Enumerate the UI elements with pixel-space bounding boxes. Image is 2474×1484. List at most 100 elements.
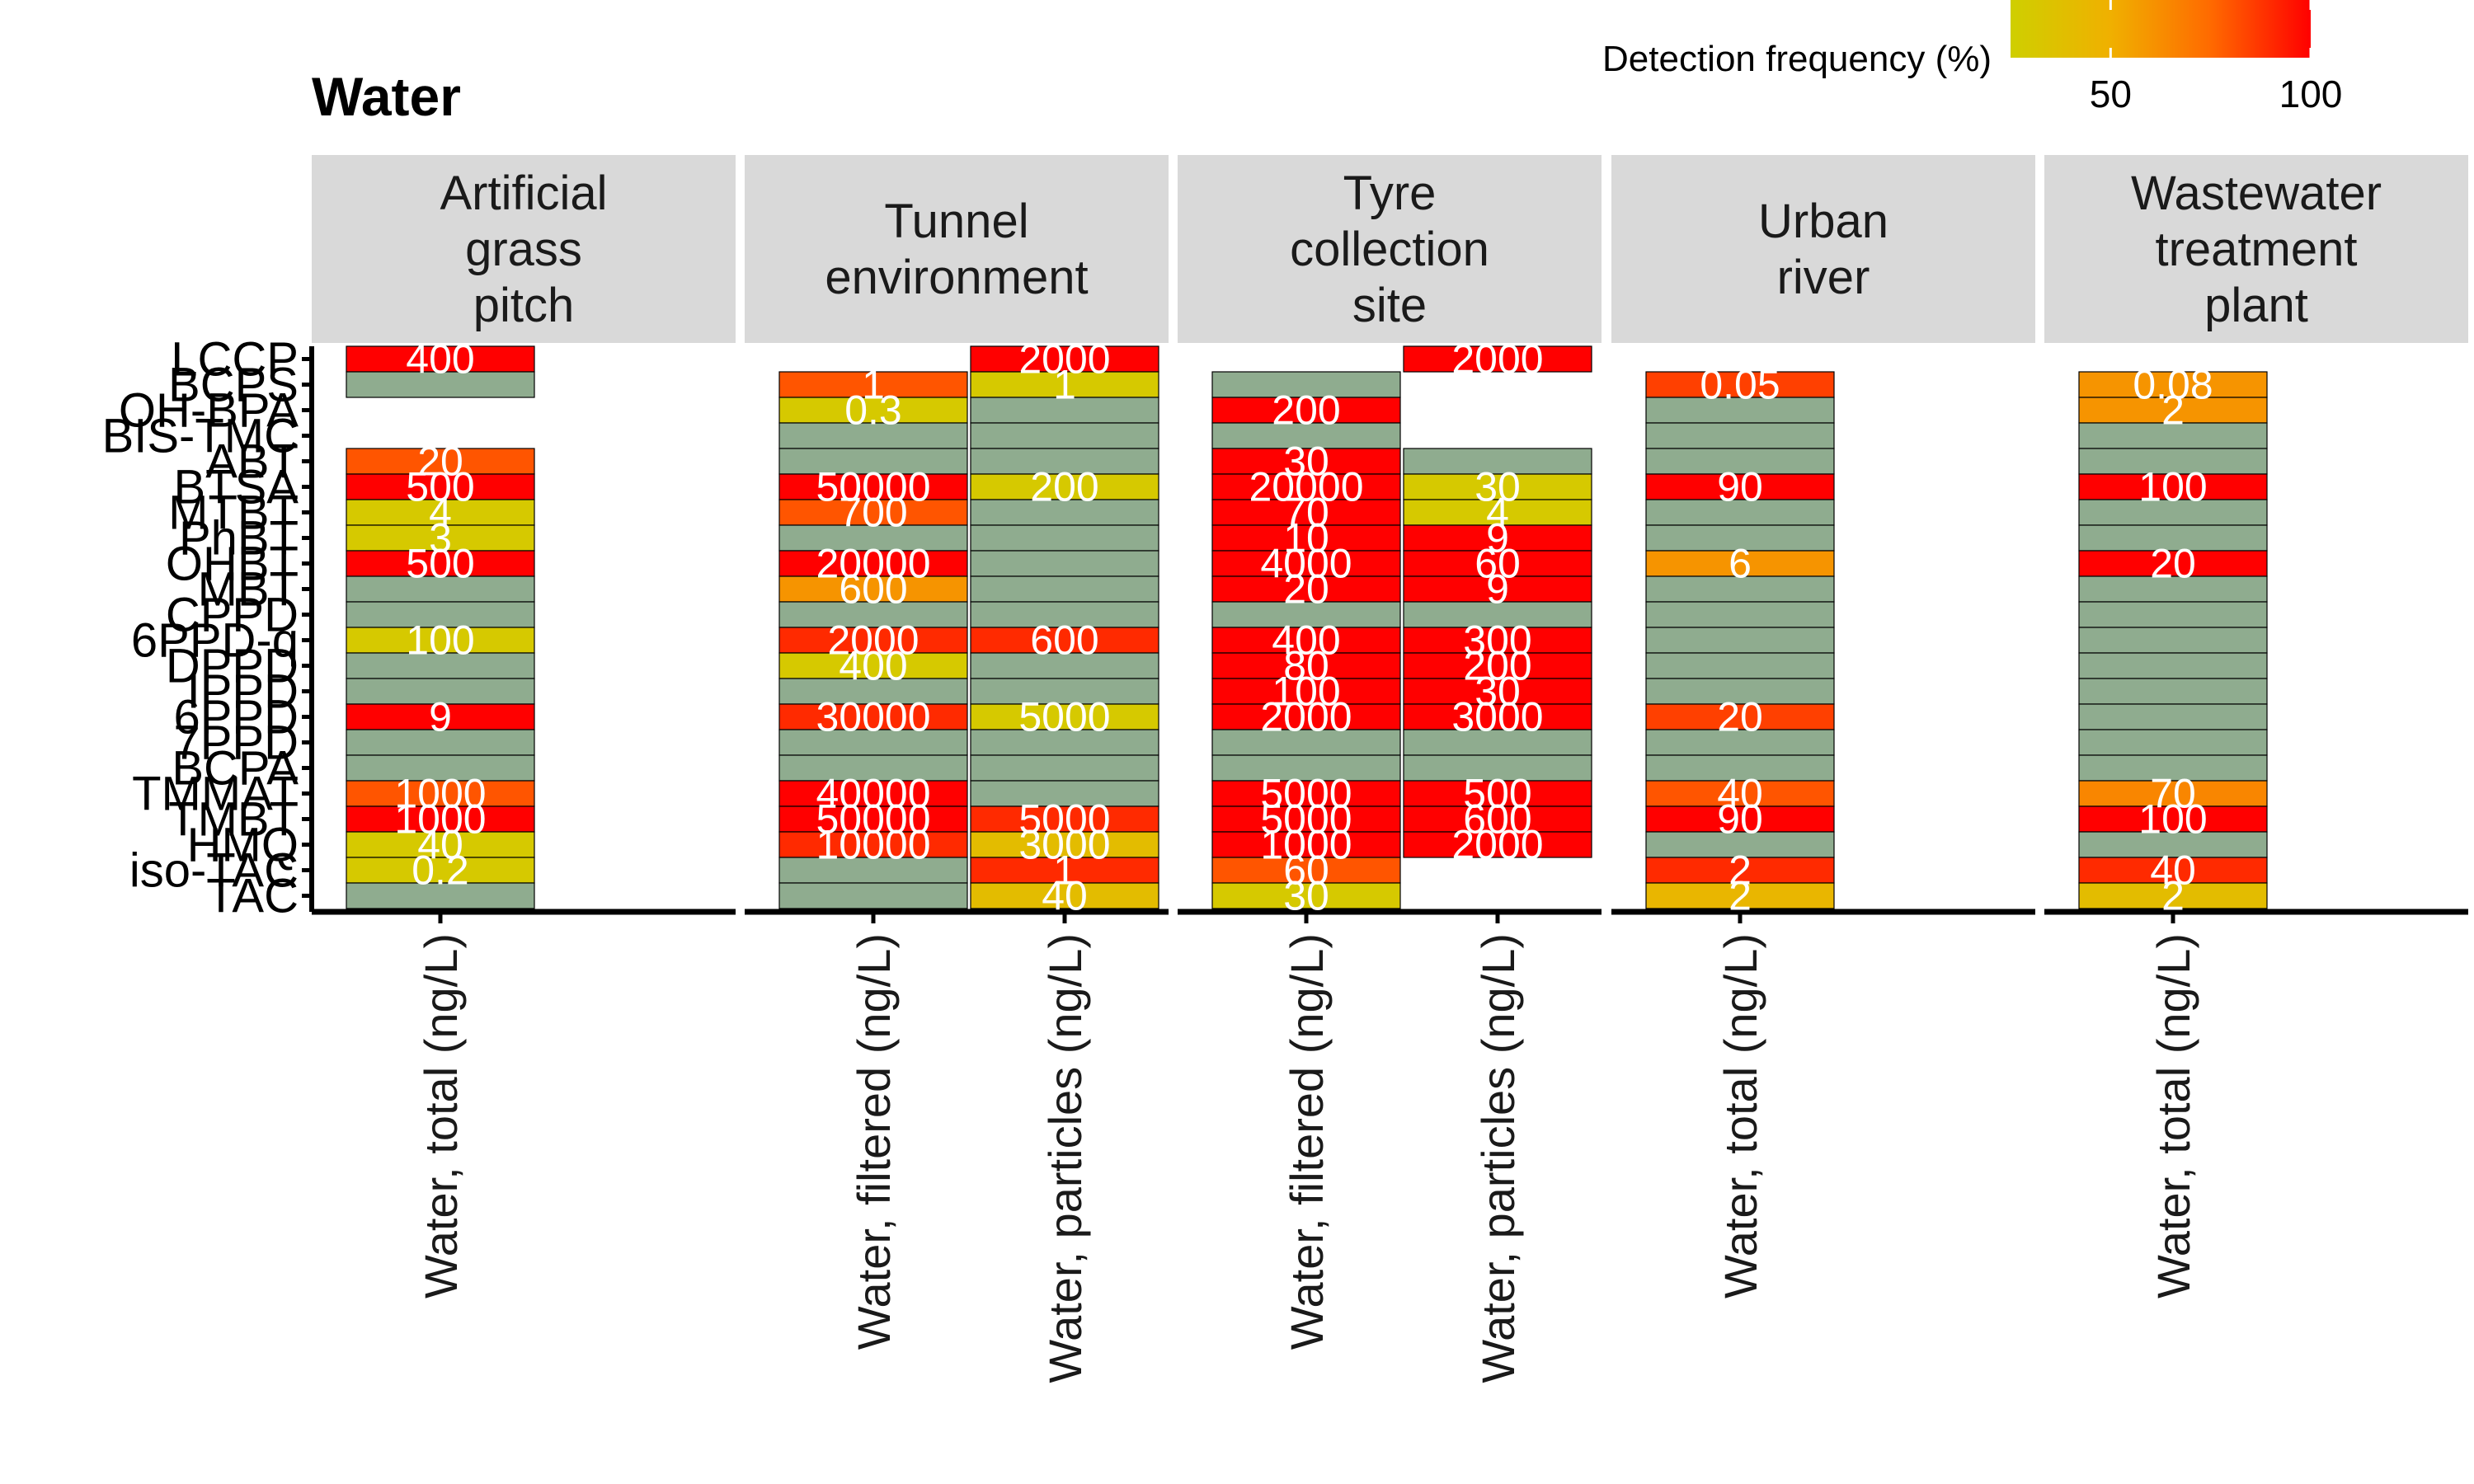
cell-value-label: 400	[839, 643, 907, 689]
heatmap-cell-mbt	[2078, 575, 2268, 603]
heatmap-cell-cppd	[2078, 601, 2268, 628]
heatmap-cell-btsa	[1211, 473, 1401, 500]
legend-title: Detection frequency (%)	[1602, 39, 1992, 79]
facet-label: Artificial grass pitch	[440, 167, 607, 332]
heatmap-cell-ohbt	[778, 550, 968, 577]
heatmap-cell-tmbt	[346, 805, 535, 833]
cell-value-label: 500	[1463, 771, 1531, 817]
x-tick-label: Water, particles (ng/L)	[1039, 933, 1091, 1383]
heatmap-cell-ippd	[970, 678, 1159, 705]
cell-value-label: 70	[1283, 490, 1329, 536]
heatmap-cell-bcps	[970, 371, 1159, 398]
cell-value-label: 9	[429, 694, 452, 740]
heatmap-cell-6ppd-q	[1211, 627, 1401, 654]
y-tick-label-ohbt: OHBT	[166, 538, 299, 591]
cell-value-label: 30000	[816, 694, 930, 740]
cell-value-label: 30	[1475, 669, 1521, 715]
cell-value-label: 3	[429, 515, 452, 561]
cell-value-label: 20	[417, 439, 463, 485]
heatmap-cell-oh-bpa	[1645, 397, 1835, 424]
heatmap-cell-btsa	[970, 473, 1159, 500]
x-tick-label: Water, total (ng/L)	[1714, 933, 1766, 1298]
y-tick-label-tmmat: TMMAT	[132, 768, 299, 821]
heatmap-cell-hmq	[778, 831, 968, 858]
heatmap-cell-bcpa	[1211, 754, 1401, 782]
cell-value-label: 5000	[1260, 796, 1352, 843]
cell-value-label: 50000	[816, 796, 930, 843]
cell-value-label: 20	[2150, 541, 2196, 587]
cell-value-label: 1000	[394, 771, 486, 817]
heatmap-cell-bis-tmc	[778, 422, 968, 449]
heatmap-cell-abt	[1211, 448, 1401, 475]
heatmap-cell-mtbt	[1645, 499, 1835, 526]
cell-value-label: 70	[2150, 771, 2196, 817]
heatmap-cell-cppd	[1403, 601, 1592, 628]
y-tick-label-tmbt: TMBT	[168, 793, 299, 847]
cell-value-label: 0.05	[1700, 362, 1780, 408]
heatmap-cell-6ppd-q	[1645, 627, 1835, 654]
y-tick-label-bcpa: BCPA	[172, 742, 299, 796]
heatmap-cell-ohbt	[1403, 550, 1592, 577]
cell-value-label: 2000	[1451, 336, 1543, 383]
heatmap-cell-bcps	[778, 371, 968, 398]
y-tick-label-7ppd: 7PPD	[173, 716, 299, 770]
cell-value-label: 500	[406, 541, 474, 587]
cell-value-label: 4000	[1260, 541, 1352, 587]
y-tick-label-6ppd-q: 6PPD-q	[131, 614, 299, 668]
heatmap-cell-hmq	[1645, 831, 1835, 858]
y-tick-label-bcps: BCPS	[168, 359, 299, 412]
cell-value-label: 500	[406, 464, 474, 510]
facet-strip-wastewater-treatment-plant	[2044, 155, 2468, 343]
heatmap-cell-mtbt	[1211, 499, 1401, 526]
heatmap-cell-ippd	[778, 678, 968, 705]
heatmap-cell-ippd	[2078, 678, 2268, 705]
y-tick-label-phbt: PhBT	[179, 512, 299, 566]
cell-value-label: 30	[1475, 464, 1521, 510]
cell-value-label: 600	[1463, 796, 1531, 843]
cell-value-label: 0.08	[2133, 362, 2213, 408]
heatmap-cell-tmbt	[1211, 805, 1401, 833]
heatmap-cell-btsa	[1645, 473, 1835, 500]
legend-tick-label: 50	[2090, 73, 2132, 115]
cell-value-label: 2000	[827, 618, 919, 664]
heatmap-cell-ohbt	[2078, 550, 2268, 577]
cell-value-label: 30	[1283, 439, 1329, 485]
heatmap-cell-phbt	[970, 524, 1159, 552]
facet-strip-artificial-grass-pitch	[312, 155, 736, 343]
facet-label: Wastewater treatment plant	[2131, 167, 2382, 332]
cell-value-label: 200	[1463, 643, 1531, 689]
heatmap-cell-hmq	[1211, 831, 1401, 858]
cell-value-label: 60	[1283, 848, 1329, 894]
cell-value-label: 100	[2138, 464, 2207, 510]
heatmap-cell-abt	[1645, 448, 1835, 475]
heatmap-cell-oh-bpa	[2078, 397, 2268, 424]
heatmap-cell-tac	[346, 882, 535, 909]
heatmap-cell-ohbt	[1645, 550, 1835, 577]
heatmap-cell-mbt	[1403, 575, 1592, 603]
cell-value-label: 40	[1717, 771, 1763, 817]
cell-value-label: 2	[2161, 387, 2185, 434]
heatmap-cell-iso-tac	[1211, 857, 1401, 884]
heatmap-cell-mtbt	[2078, 499, 2268, 526]
legend-color-bar	[2011, 0, 2311, 58]
cell-value-label: 4	[1486, 490, 1509, 536]
x-tick-label: Water, total (ng/L)	[2147, 933, 2199, 1298]
facet-label: Tunnel environment	[825, 195, 1088, 304]
heatmap-cell-7ppd	[970, 729, 1159, 756]
heatmap-cell-tmmat	[2078, 780, 2268, 807]
cell-value-label: 400	[1272, 618, 1340, 664]
cell-value-label: 10000	[816, 822, 930, 868]
heatmap-cell-dppd	[2078, 652, 2268, 679]
heatmap-cell-bis-tmc	[1645, 422, 1835, 449]
heatmap-cell-iso-tac	[346, 857, 535, 884]
heatmap-cell-bis-tmc	[2078, 422, 2268, 449]
cell-value-label: 80	[1283, 643, 1329, 689]
facet-strip-tunnel-environment	[745, 155, 1169, 343]
cell-value-label: 1	[862, 362, 885, 408]
heatmap-cell-6ppd-q	[2078, 627, 2268, 654]
heatmap-cell-tmmat	[778, 780, 968, 807]
cell-value-label: 20000	[1249, 464, 1363, 510]
heatmap-cell-6ppd	[2078, 703, 2268, 730]
